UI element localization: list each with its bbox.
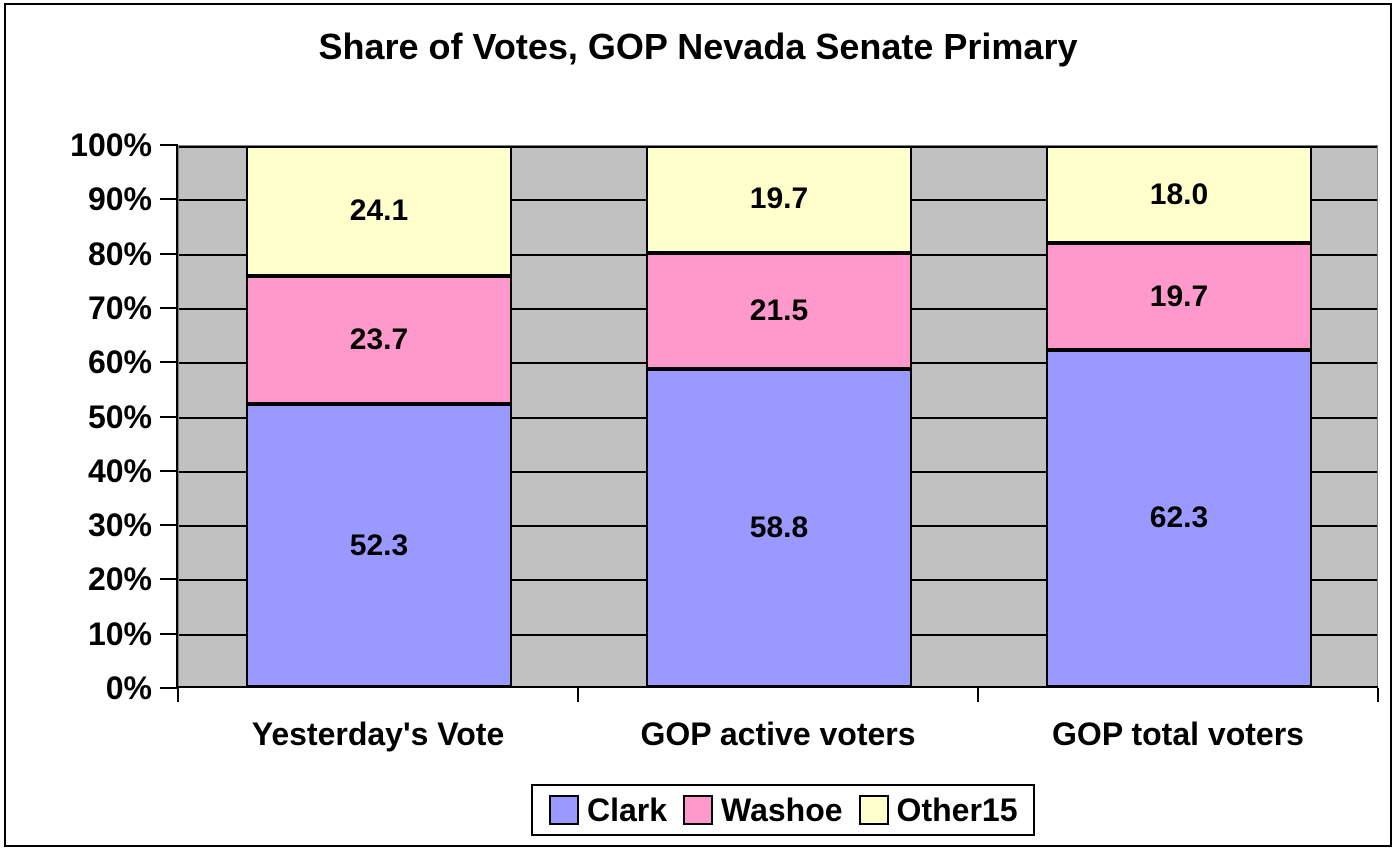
legend-label: Washoe [721, 792, 843, 828]
plot-area: 52.3 23.7 24.1 58.8 21.5 19.7 62.3 19.7 18.0 [178, 145, 1378, 688]
x-axis-label: GOP total voters [1052, 716, 1304, 752]
y-axis-tick [160, 253, 178, 255]
y-axis-tick [160, 361, 178, 363]
bar-segment: 24.1 [246, 146, 512, 277]
bar-segment: 23.7 [246, 276, 512, 405]
data-label: 18.0 [1149, 177, 1209, 211]
legend-label: Clark [587, 792, 668, 828]
data-label: 21.5 [749, 293, 809, 327]
data-label: 58.8 [749, 510, 809, 544]
legend-swatch-icon [858, 795, 889, 825]
data-label: 19.7 [1149, 279, 1209, 313]
data-label: 23.7 [349, 323, 409, 357]
bar-segment: 21.5 [646, 252, 912, 369]
x-axis-label: Yesterday's Vote [251, 716, 505, 752]
y-axis-label: 90% [87, 181, 152, 217]
stacked-bar: 62.3 19.7 18.0 [1046, 146, 1312, 687]
legend-swatch-icon [549, 795, 579, 825]
y-axis-tick [160, 524, 178, 526]
bar-segment: 58.8 [646, 368, 912, 687]
y-axis-label: 70% [87, 290, 152, 326]
bar-segment: 18.0 [1046, 146, 1312, 244]
y-axis-tick [160, 198, 178, 200]
legend: Clark Washoe Other15 [531, 784, 1036, 836]
bar-segment: 19.7 [1046, 243, 1312, 350]
data-label: 24.1 [349, 194, 409, 228]
y-axis-tick [160, 470, 178, 472]
data-label: 62.3 [1149, 501, 1209, 535]
x-axis-tick [977, 688, 979, 702]
bar-segment: 52.3 [246, 404, 512, 687]
y-axis-label: 40% [87, 453, 152, 489]
x-axis-tick [177, 688, 179, 702]
stacked-bar: 58.8 21.5 19.7 [646, 146, 912, 687]
y-axis-tick [160, 307, 178, 309]
y-axis-label: 10% [87, 616, 152, 652]
legend-swatch-icon [683, 795, 714, 825]
y-axis-label: 80% [87, 236, 152, 272]
y-axis-label: 50% [87, 399, 152, 435]
x-axis-tick [1377, 688, 1379, 702]
bar-segment: 19.7 [646, 146, 912, 253]
y-axis-label: 60% [87, 344, 152, 380]
y-axis-label: 30% [87, 507, 152, 543]
legend-label: Other15 [896, 792, 1018, 828]
legend-item: Clark [549, 794, 667, 826]
bar-segment: 62.3 [1046, 349, 1312, 687]
y-axis-label: 20% [87, 561, 152, 597]
x-axis-label: GOP active voters [640, 716, 916, 752]
y-axis-tick [160, 633, 178, 635]
y-axis-label: 100% [70, 127, 152, 163]
y-axis-tick [160, 416, 178, 418]
data-label: 19.7 [749, 182, 809, 216]
legend-item: Washoe [683, 794, 843, 826]
x-axis-line [176, 686, 1378, 688]
y-axis-tick [160, 578, 178, 580]
y-axis-tick [160, 687, 178, 689]
legend-item: Other15 [858, 792, 1018, 828]
chart-title: Share of Votes, GOP Nevada Senate Primar… [318, 26, 1078, 67]
y-axis-label: 0% [105, 670, 152, 706]
stacked-bar: 52.3 23.7 24.1 [246, 146, 512, 687]
data-label: 52.3 [349, 528, 409, 562]
y-axis-tick [160, 144, 178, 146]
x-axis-tick [577, 688, 579, 702]
